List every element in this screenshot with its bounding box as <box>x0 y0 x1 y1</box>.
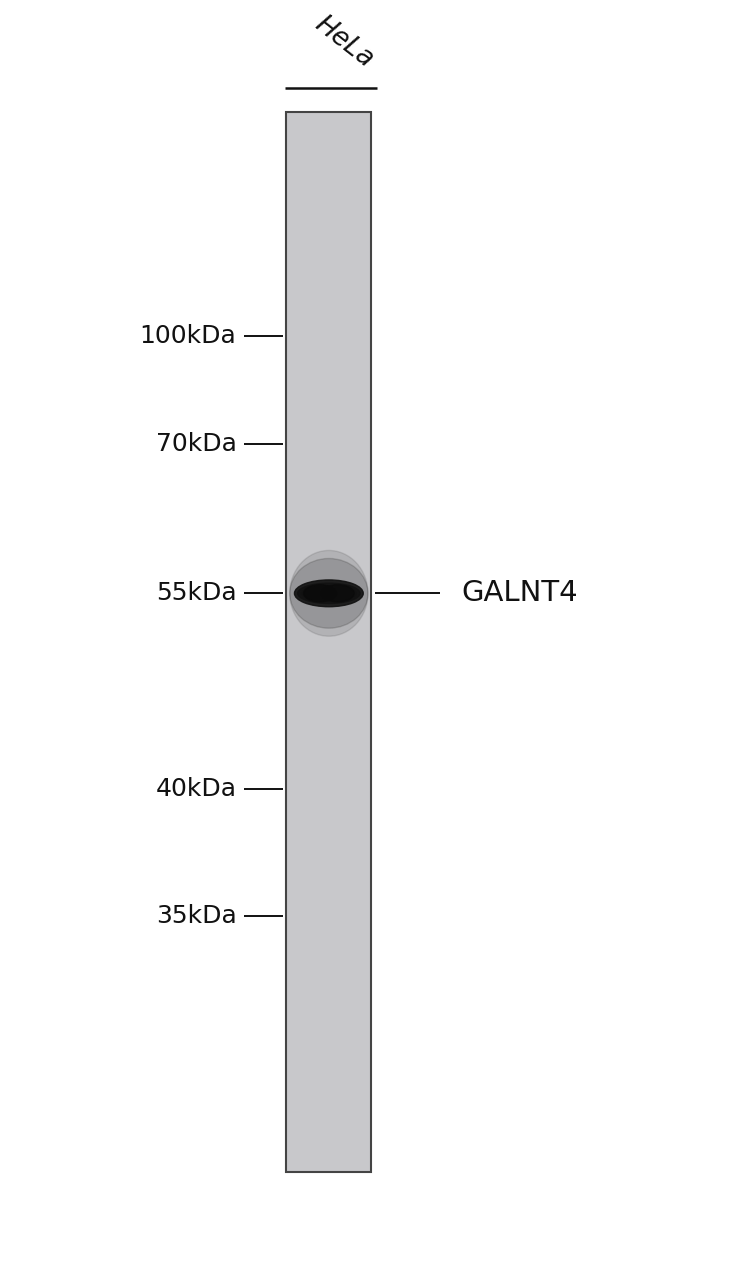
Text: 35kDa: 35kDa <box>156 904 236 928</box>
Ellipse shape <box>305 588 353 599</box>
Ellipse shape <box>290 550 368 636</box>
Ellipse shape <box>302 586 356 600</box>
Ellipse shape <box>290 558 368 628</box>
Ellipse shape <box>304 585 336 602</box>
Text: 55kDa: 55kDa <box>156 581 236 605</box>
Text: HeLa: HeLa <box>310 12 378 73</box>
Ellipse shape <box>294 580 364 607</box>
Bar <box>286 113 371 1171</box>
Text: 100kDa: 100kDa <box>140 324 236 347</box>
Text: 40kDa: 40kDa <box>155 777 236 800</box>
Text: 70kDa: 70kDa <box>156 431 236 456</box>
Ellipse shape <box>321 585 354 602</box>
Ellipse shape <box>298 584 360 603</box>
Text: GALNT4: GALNT4 <box>462 580 579 607</box>
